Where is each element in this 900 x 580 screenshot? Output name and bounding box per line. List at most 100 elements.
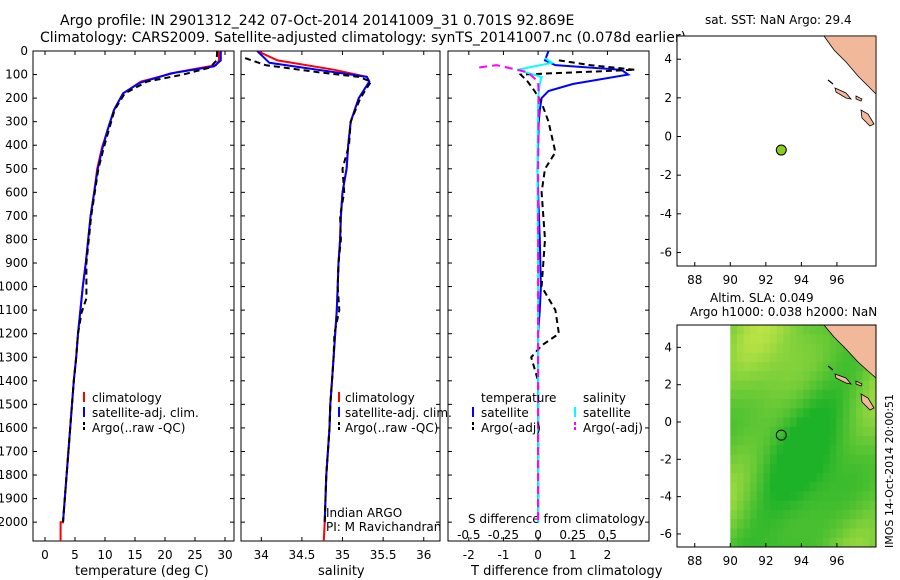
sla-cell xyxy=(869,389,876,400)
sla-cell xyxy=(869,482,876,493)
island-siberut xyxy=(860,109,875,127)
sla-cell xyxy=(743,537,751,547)
sla-cell xyxy=(763,417,771,428)
sla-cell xyxy=(743,399,751,409)
sla-cell xyxy=(736,537,745,547)
sla-cell xyxy=(770,482,778,493)
sla-cell xyxy=(836,436,844,446)
sst-map-title: sat. SST: NaN Argo: 29.4 xyxy=(705,13,852,27)
sla-cell xyxy=(783,343,791,354)
sla-cell xyxy=(730,371,738,382)
sla-cell xyxy=(776,436,784,446)
program-annotation: Indian ARGO xyxy=(326,506,402,520)
sla-cell xyxy=(836,519,844,530)
salinity-series xyxy=(244,51,373,541)
sla-cell xyxy=(736,463,745,474)
sla-cell xyxy=(856,417,864,428)
sla-cell xyxy=(763,371,771,382)
sla-cell xyxy=(856,399,864,409)
sla-cell xyxy=(743,463,751,474)
sla-cell xyxy=(836,380,844,391)
sla-cell xyxy=(829,537,837,547)
sla-cell xyxy=(796,334,804,345)
sla-cell xyxy=(816,528,824,539)
sla-cell xyxy=(756,334,765,345)
sla-cell xyxy=(816,500,824,511)
sla-cell xyxy=(796,352,804,363)
sla-cell xyxy=(730,454,738,465)
sla-cell xyxy=(783,519,791,530)
sla-cell xyxy=(836,491,844,502)
sla-cell xyxy=(823,343,831,354)
sla-cell xyxy=(730,463,738,474)
depth-axis-ticks xyxy=(33,50,649,523)
sla-cell xyxy=(736,519,745,530)
sla-cell xyxy=(763,389,771,400)
sla-cell xyxy=(750,343,758,354)
legend-label-argo: Argo(..raw -QC) xyxy=(345,421,438,435)
sla-cell xyxy=(856,537,864,547)
sla-cell xyxy=(809,537,817,547)
sla-cell xyxy=(736,343,745,354)
sla-cell xyxy=(816,436,824,446)
difference-top-axis-label: S difference from climatology xyxy=(468,512,645,526)
legend-label-s-satellite: satellite xyxy=(583,406,631,420)
sla-cell xyxy=(856,389,864,400)
sla-cell xyxy=(856,510,864,520)
sla-cell xyxy=(823,491,831,502)
series-line-argo-raw-qc xyxy=(62,51,219,523)
sla-cell xyxy=(816,482,824,493)
sla-cell xyxy=(736,371,745,382)
sla-cell xyxy=(816,463,824,474)
sla-cell xyxy=(816,343,824,354)
sla-cell xyxy=(783,463,791,474)
sla-cell xyxy=(869,408,876,419)
sla-cell xyxy=(809,454,817,465)
sla-cell xyxy=(803,334,811,345)
sla-cell xyxy=(776,537,784,547)
sla-cell xyxy=(796,473,804,483)
sla-cell xyxy=(849,510,857,520)
sla-cell xyxy=(842,352,851,363)
sla-cell xyxy=(743,417,751,428)
sla-cell xyxy=(776,473,784,483)
sla-cell xyxy=(743,380,751,391)
sla-cell xyxy=(750,473,758,483)
sla-cell xyxy=(736,325,745,335)
sla-cell xyxy=(743,362,751,372)
sla-cell xyxy=(803,399,811,409)
sla-cell xyxy=(842,445,851,456)
sla-cell xyxy=(823,417,831,428)
sla-cell xyxy=(750,436,758,446)
sla-cell xyxy=(750,463,758,474)
sla-cell xyxy=(736,436,745,446)
sla-cell xyxy=(803,371,811,382)
sla-cell xyxy=(750,519,758,530)
sla-cell xyxy=(862,445,870,456)
sla-cell xyxy=(736,352,745,363)
sla-cell xyxy=(823,399,831,409)
sla-cell xyxy=(862,371,870,382)
sla-cell xyxy=(803,519,811,530)
sla-cell xyxy=(756,528,765,539)
sla-cell xyxy=(829,426,837,437)
legend-label-t-satellite: satellite xyxy=(481,406,529,420)
sla-cell xyxy=(770,491,778,502)
figure-title-line1: Argo profile: IN 2901312_242 07-Oct-2014… xyxy=(60,13,574,29)
sla-cell xyxy=(789,500,798,511)
sla-cell xyxy=(869,519,876,530)
sla-cell xyxy=(770,408,778,419)
sla-cell xyxy=(829,528,837,539)
sla-cell xyxy=(730,380,738,391)
sla-cell xyxy=(789,445,798,456)
sla-map-land xyxy=(823,325,876,411)
sla-cell xyxy=(836,362,844,372)
sla-cell xyxy=(849,389,857,400)
sla-cell xyxy=(763,491,771,502)
x-tick-label: 2 xyxy=(604,548,612,562)
temperature-plot-frame xyxy=(32,50,235,542)
sla-map-border xyxy=(676,324,877,548)
sla-cell xyxy=(803,463,811,474)
legend-label-satellite-adj: satellite-adj. clim. xyxy=(92,406,199,420)
sla-cell xyxy=(842,380,851,391)
